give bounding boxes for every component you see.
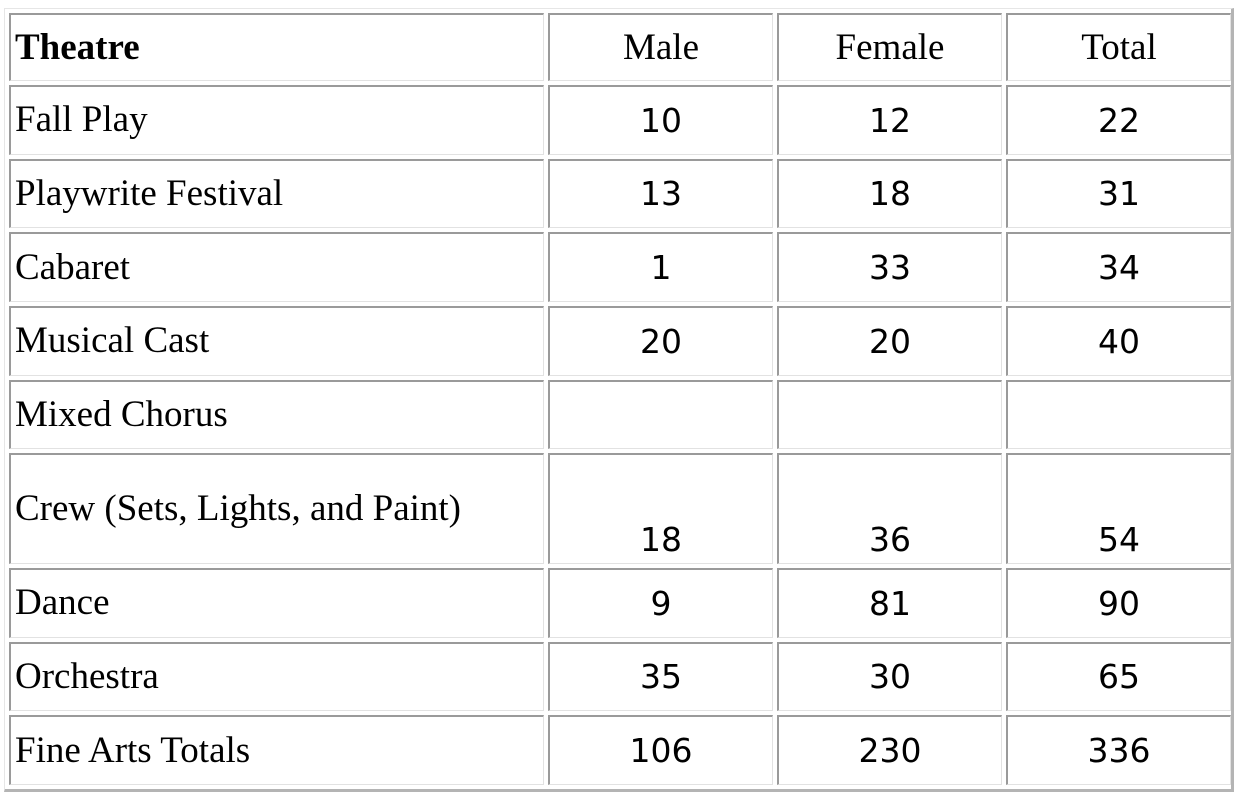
row-male: 35 [548, 641, 773, 712]
table-row: Playwrite Festival 13 18 31 [9, 158, 1231, 229]
row-female: 30 [777, 641, 1002, 712]
participation-table: Theatre Male Female Total Fall Play 10 1… [5, 9, 1235, 789]
table-row: Fall Play 10 12 22 [9, 85, 1231, 155]
header-total: Total [1006, 13, 1231, 81]
row-total: 40 [1006, 305, 1231, 376]
row-female: 81 [777, 567, 1002, 638]
table-row: Orchestra 35 30 65 [9, 641, 1231, 712]
row-total: 65 [1006, 641, 1231, 712]
row-name: Crew (Sets, Lights, and Paint) [9, 453, 544, 564]
header-male: Male [548, 13, 773, 81]
row-male: 106 [548, 715, 773, 785]
header-female: Female [777, 13, 1002, 81]
row-total: 34 [1006, 232, 1231, 302]
row-male: 10 [548, 85, 773, 155]
row-total: 31 [1006, 158, 1231, 229]
table-row: Cabaret 1 33 34 [9, 232, 1231, 302]
header-theatre: Theatre [9, 13, 544, 81]
row-total: 90 [1006, 567, 1231, 638]
participation-table-container: Theatre Male Female Total Fall Play 10 1… [4, 8, 1234, 792]
row-total: 54 [1006, 453, 1231, 564]
row-name: Orchestra [9, 641, 544, 712]
row-name: Playwrite Festival [9, 158, 544, 229]
row-female [777, 379, 1002, 450]
row-name: Mixed Chorus [9, 379, 544, 450]
row-female: 12 [777, 85, 1002, 155]
row-male [548, 379, 773, 450]
table-row: Musical Cast 20 20 40 [9, 305, 1231, 376]
table-row: Mixed Chorus [9, 379, 1231, 450]
row-male: 18 [548, 453, 773, 564]
table-row: Crew (Sets, Lights, and Paint) 18 36 54 [9, 453, 1231, 564]
row-female: 36 [777, 453, 1002, 564]
row-male: 13 [548, 158, 773, 229]
row-name: Cabaret [9, 232, 544, 302]
table-header-row: Theatre Male Female Total [9, 13, 1231, 81]
row-name: Musical Cast [9, 305, 544, 376]
row-female: 20 [777, 305, 1002, 376]
table-row-totals: Fine Arts Totals 106 230 336 [9, 715, 1231, 785]
row-female: 230 [777, 715, 1002, 785]
row-total [1006, 379, 1231, 450]
row-male: 20 [548, 305, 773, 376]
row-female: 18 [777, 158, 1002, 229]
row-name: Fall Play [9, 85, 544, 155]
row-name: Fine Arts Totals [9, 715, 544, 785]
row-total: 22 [1006, 85, 1231, 155]
row-female: 33 [777, 232, 1002, 302]
row-total: 336 [1006, 715, 1231, 785]
row-male: 9 [548, 567, 773, 638]
table-row: Dance 9 81 90 [9, 567, 1231, 638]
row-name: Dance [9, 567, 544, 638]
row-male: 1 [548, 232, 773, 302]
